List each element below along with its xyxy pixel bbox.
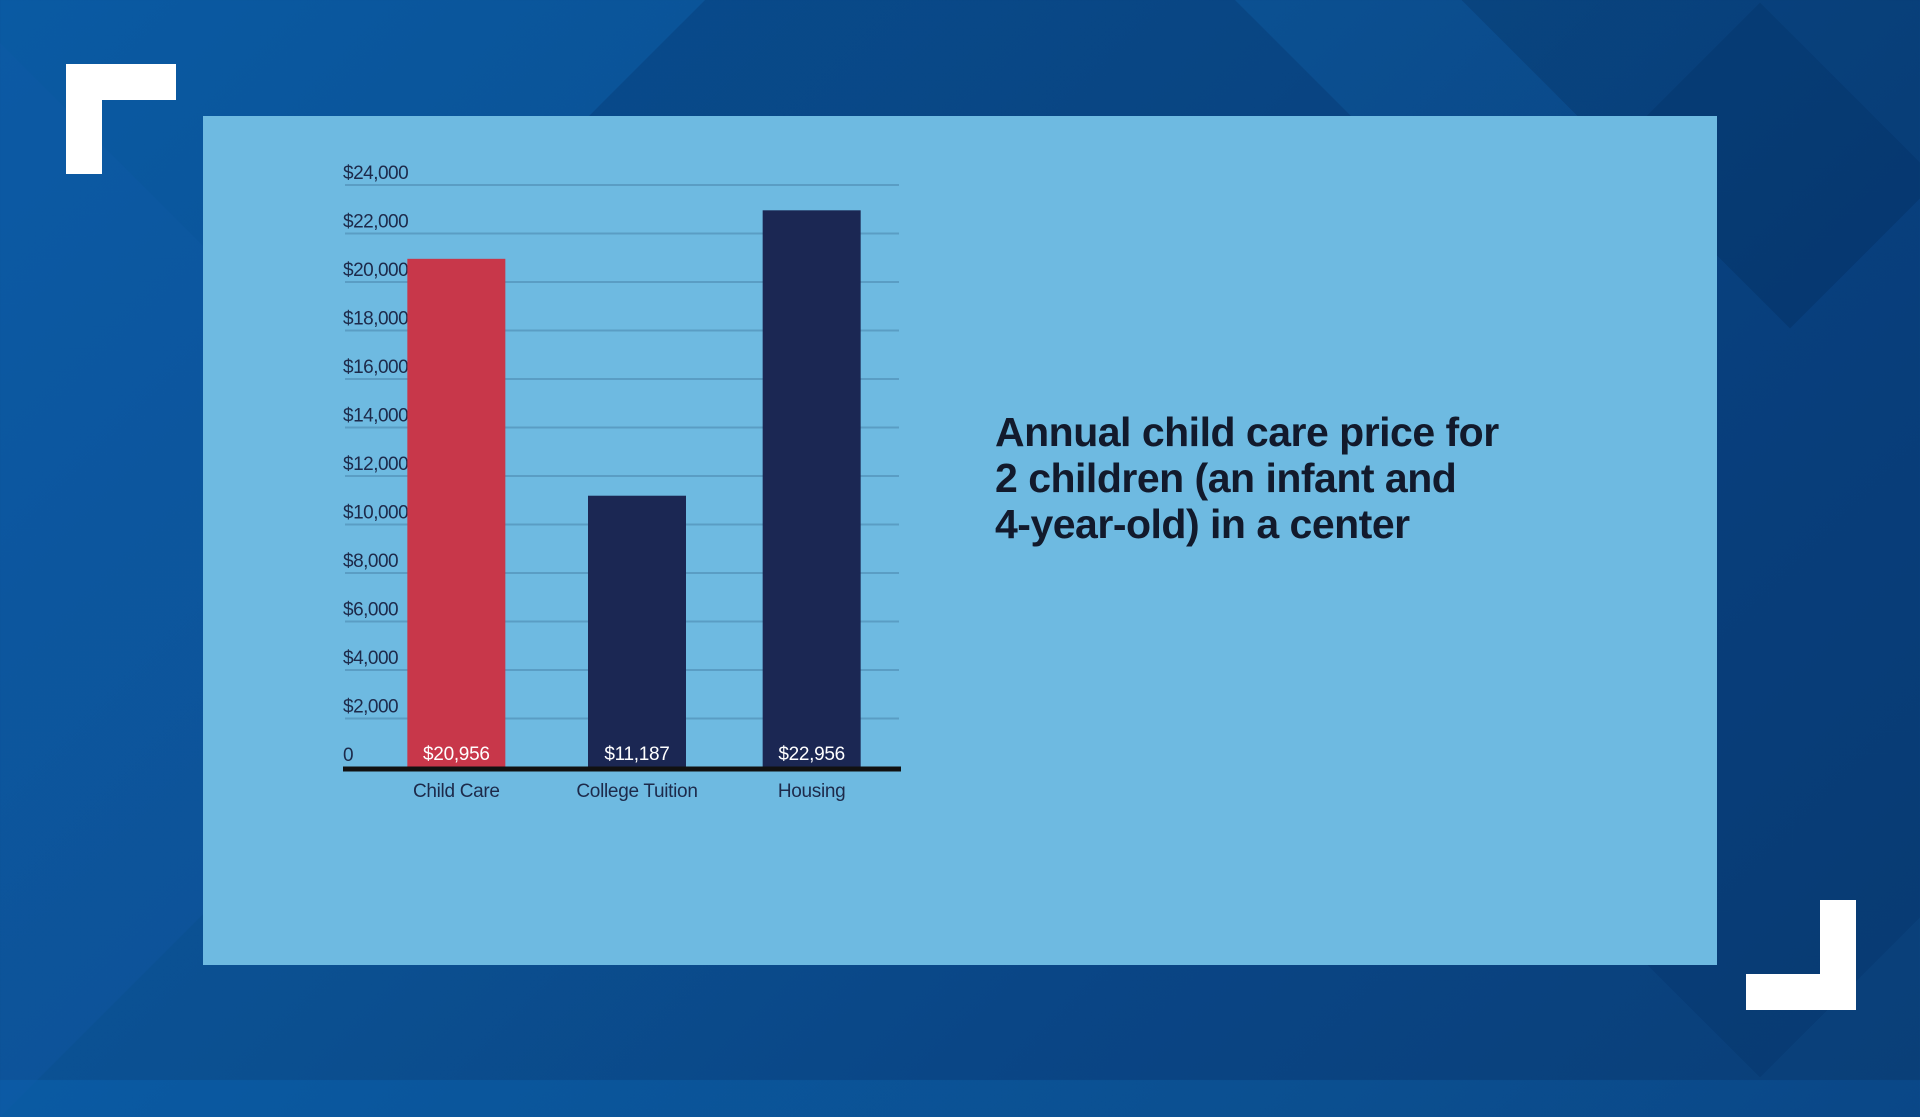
y-tick-label: 0 — [343, 745, 353, 766]
chart-panel: 0 $2,000 $4,000 $6,000 $8,000 $10,000 $12,000 $… — [203, 116, 1717, 965]
y-tick-label: $24,000 — [343, 163, 408, 184]
y-tick-label: $22,000 — [343, 212, 408, 233]
bar — [588, 495, 686, 767]
y-tick-label: $4,000 — [343, 648, 398, 669]
y-tick-label: $8,000 — [343, 551, 398, 572]
x-category-label: Housing — [778, 781, 846, 802]
y-tick-label: $18,000 — [343, 309, 408, 330]
bar — [762, 210, 861, 767]
bar-value-label: $22,956 — [778, 744, 845, 765]
x-category-label: Child Care — [413, 781, 500, 802]
bar — [407, 258, 506, 767]
corner-bracket-bottom-right — [1820, 900, 1856, 1010]
chart-title: Annual child care price for 2 children (… — [995, 409, 1635, 547]
bar-chart: 0 $2,000 $4,000 $6,000 $8,000 $10,000 $12,000 $… — [343, 163, 901, 802]
chart-title-line: 4-year-old) in a center — [995, 501, 1410, 547]
chart-title-line: 2 children (an infant and — [995, 455, 1457, 501]
y-tick-label: $14,000 — [343, 406, 408, 427]
bar-value-label: $20,956 — [423, 744, 490, 765]
y-tick-label: $6,000 — [343, 600, 398, 621]
y-tick-label: $20,000 — [343, 260, 408, 281]
chart-title-line: Annual child care price for — [995, 409, 1499, 455]
y-tick-label: $16,000 — [343, 357, 408, 378]
y-tick-label: $12,000 — [343, 454, 408, 475]
bar-value-label: $11,187 — [604, 744, 669, 765]
x-category-label: College Tuition — [576, 781, 697, 802]
y-tick-label: $2,000 — [343, 697, 398, 718]
corner-bracket-top-left — [66, 64, 102, 174]
y-tick-label: $10,000 — [343, 503, 408, 524]
